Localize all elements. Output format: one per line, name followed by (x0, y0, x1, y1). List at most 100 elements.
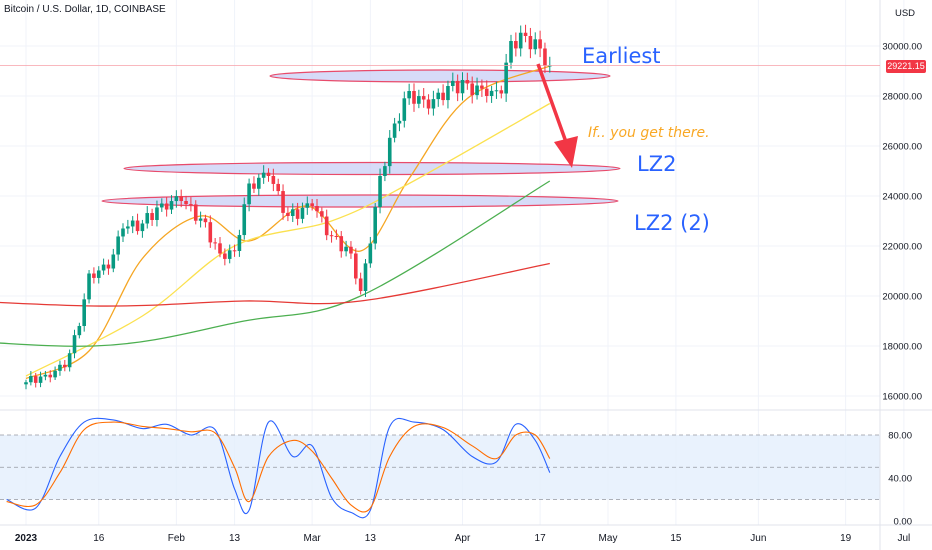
candle (329, 235, 334, 237)
annotation-if-you-get-there: If.. you get there. (588, 125, 710, 141)
candle (126, 226, 130, 229)
y-tick-label: 22000.00 (882, 242, 922, 253)
zone-lz2 (123, 161, 621, 176)
candle (363, 263, 368, 291)
candle (208, 222, 213, 243)
stoch-d-line (6, 421, 551, 513)
candle (281, 191, 285, 213)
candle (451, 80, 455, 86)
oscillator-tick-label: 0.00 (894, 517, 913, 528)
candle (140, 223, 145, 232)
candle (223, 253, 227, 259)
candle (160, 203, 164, 208)
candle (53, 370, 57, 378)
candle (315, 206, 319, 212)
candle (237, 235, 242, 251)
y-tick-label: 18000.00 (882, 342, 922, 353)
candle (252, 183, 256, 189)
candle (407, 91, 411, 99)
candle (509, 41, 513, 63)
x-tick-label: Feb (168, 533, 186, 544)
candle (179, 196, 183, 201)
oscillator-tick-label: 40.00 (888, 474, 912, 485)
candle (538, 39, 542, 49)
candle (383, 166, 387, 176)
candle (130, 220, 135, 227)
y-tick-label: 28000.00 (882, 92, 922, 103)
candle (135, 220, 140, 232)
candle (320, 211, 324, 217)
candle (518, 32, 523, 49)
candle (106, 264, 111, 269)
candle (276, 183, 280, 192)
candle (261, 172, 266, 178)
candle (489, 90, 494, 96)
candle (145, 213, 150, 224)
x-tick-label: Jun (750, 533, 766, 544)
candle (504, 62, 508, 94)
candle (543, 48, 547, 66)
candle (349, 246, 353, 254)
x-tick-label: 19 (840, 533, 852, 544)
candle (29, 376, 33, 383)
x-tick-label: 13 (365, 533, 377, 544)
candle (48, 374, 53, 378)
y-tick-label: 30000.00 (882, 42, 922, 53)
zone-earliest (269, 69, 611, 83)
candle (358, 278, 363, 291)
candle (392, 123, 397, 138)
candle (334, 236, 339, 237)
candle (324, 216, 329, 236)
oscillator-pane (0, 417, 880, 519)
candle (58, 364, 62, 371)
annotation-earliest: Earliest (582, 44, 661, 68)
y-tick-label: 16000.00 (882, 392, 922, 403)
candle (421, 96, 426, 100)
candle (397, 120, 402, 124)
candle (213, 242, 217, 244)
candle (441, 92, 445, 101)
candle (533, 39, 538, 50)
x-tick-label: 2023 (15, 533, 38, 544)
candle (475, 85, 479, 96)
currency-label: USD (895, 8, 915, 19)
candle (387, 137, 392, 167)
chart-title: Bitcoin / U.S. Dollar, 1D, COINBASE (4, 4, 166, 15)
arrow-head (554, 136, 578, 168)
candle (82, 299, 86, 326)
candle (203, 218, 208, 223)
candle (455, 80, 460, 94)
candle (271, 176, 276, 184)
candle (184, 201, 188, 205)
moving-average-200-line (0, 262, 550, 307)
candle (43, 374, 48, 377)
x-tick-label: Mar (304, 533, 322, 544)
candle (436, 92, 441, 100)
x-tick-label: Apr (455, 533, 471, 544)
annotation-lz2: LZ2 (637, 152, 677, 176)
candle (218, 243, 222, 254)
candle (484, 88, 489, 96)
candle (33, 376, 38, 383)
candle (101, 264, 106, 271)
last-price-badge: 29221.15 (886, 60, 926, 73)
candle (193, 204, 198, 221)
candle (480, 85, 484, 89)
candle (286, 212, 290, 216)
candle (121, 228, 125, 237)
zone-lz2-2 (101, 194, 619, 208)
candle (266, 172, 271, 176)
candle (174, 196, 179, 202)
candle (96, 270, 101, 278)
y-tick-label: 24000.00 (882, 192, 922, 203)
candle (426, 99, 431, 109)
candle (257, 177, 261, 189)
candle (63, 364, 67, 368)
moving-average-fast-line (25, 65, 551, 380)
candle (344, 246, 348, 252)
candle (150, 213, 154, 220)
candle (290, 209, 295, 216)
candle (198, 218, 203, 221)
